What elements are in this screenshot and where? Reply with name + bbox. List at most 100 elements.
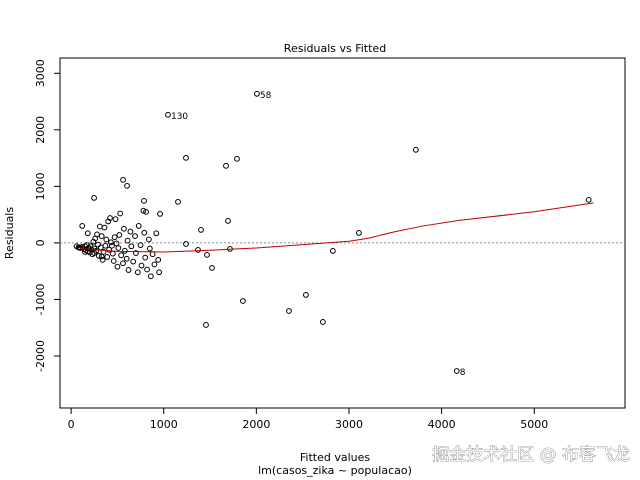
point [135, 223, 142, 229]
y-tick-label: 1000 [34, 172, 47, 200]
point [141, 197, 147, 204]
plot-frame [59, 57, 626, 409]
point [240, 298, 246, 304]
point [73, 243, 80, 250]
point [134, 269, 141, 276]
x-tick-label: 5000 [520, 418, 548, 431]
point [585, 196, 592, 203]
point [125, 267, 132, 273]
point [146, 245, 153, 252]
point [101, 224, 108, 231]
point [303, 292, 309, 298]
point [124, 237, 131, 244]
point [156, 269, 163, 276]
point [99, 256, 106, 263]
y-tick-label: -2000 [34, 340, 47, 372]
point [144, 266, 150, 273]
point [91, 250, 98, 256]
chart-title: Residuals vs Fitted [284, 42, 386, 55]
point [79, 223, 86, 229]
x-tick-label: 3000 [335, 418, 363, 431]
point [209, 264, 215, 271]
point [108, 242, 115, 249]
x-tick-label: 4000 [428, 418, 456, 431]
point [175, 198, 181, 205]
point [121, 225, 127, 232]
point-label: 130 [171, 112, 188, 122]
point [123, 255, 130, 262]
point [146, 236, 152, 243]
point [108, 239, 114, 246]
point [137, 242, 144, 249]
labeled-point [165, 111, 171, 118]
point [104, 254, 111, 260]
point [183, 154, 189, 161]
point [115, 245, 122, 251]
y-tick-label: -1000 [34, 283, 47, 315]
point [98, 233, 105, 240]
point [128, 243, 135, 250]
point [195, 247, 201, 253]
point [151, 261, 158, 268]
point [204, 251, 210, 258]
point [198, 226, 204, 233]
smooth-line [80, 202, 594, 253]
point [121, 247, 128, 254]
labeled-point [254, 90, 260, 97]
point [96, 252, 102, 259]
point [120, 260, 126, 267]
point [138, 262, 145, 269]
point [203, 322, 209, 328]
point [142, 254, 149, 261]
x-tick-label: 2000 [242, 418, 270, 431]
y-axis-label: Residuals [3, 207, 16, 259]
point [153, 230, 160, 237]
point [117, 210, 124, 217]
point [107, 215, 113, 221]
point [412, 146, 419, 153]
point [120, 176, 126, 183]
point [112, 216, 119, 223]
point [82, 249, 88, 255]
point [132, 233, 138, 240]
point [147, 273, 154, 280]
x-axis-label: Fitted values [300, 451, 371, 464]
point [329, 248, 336, 254]
point [155, 256, 162, 263]
point [157, 210, 163, 217]
point [143, 208, 149, 215]
point-label: 8 [460, 368, 466, 378]
point [140, 207, 147, 214]
point [355, 229, 362, 236]
watermark: 掘金技术社区 @ 布客飞龙 [432, 445, 630, 465]
point [76, 244, 83, 251]
point [133, 250, 139, 256]
y-tick-label: 3000 [34, 59, 47, 87]
y-tick-label: 2000 [34, 116, 47, 144]
point [225, 217, 231, 224]
point [124, 182, 130, 189]
x-tick-label: 0 [68, 418, 75, 431]
y-tick-label: 0 [34, 239, 47, 246]
point [127, 228, 134, 235]
point [183, 241, 189, 247]
point [141, 229, 148, 236]
point [116, 232, 123, 238]
point [319, 319, 326, 325]
point [106, 246, 112, 253]
point [91, 194, 97, 201]
point [286, 308, 292, 314]
point [86, 245, 93, 252]
point [98, 253, 105, 260]
point [111, 234, 118, 241]
subtitle: lm(casos_zika ~ populacao) [258, 464, 412, 477]
point [110, 258, 117, 264]
point [223, 162, 229, 169]
point [118, 252, 125, 259]
point [102, 242, 109, 249]
point-label: 58 [260, 91, 272, 101]
point [114, 263, 121, 270]
point [234, 155, 240, 162]
